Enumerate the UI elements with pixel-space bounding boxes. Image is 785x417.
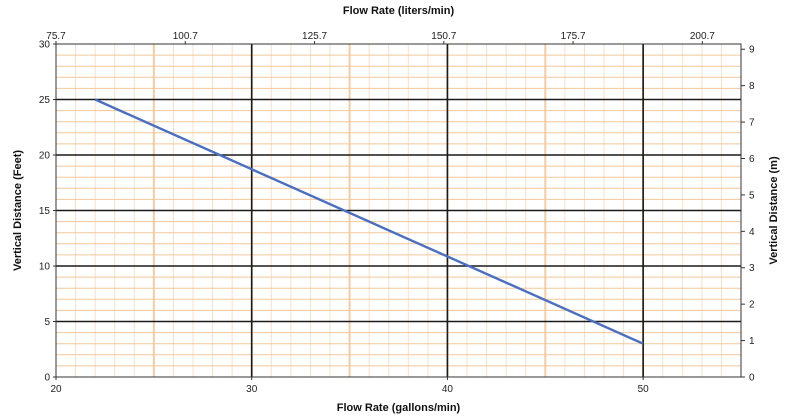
y-tick-label-left: 10 bbox=[39, 262, 51, 273]
x-tick-label-top: 175.7 bbox=[561, 31, 586, 42]
y-tick-label-left: 0 bbox=[44, 373, 50, 384]
y-tick-label-right: 0 bbox=[749, 373, 755, 384]
x-tick-label-top: 200.7 bbox=[690, 31, 715, 42]
x-tick-label-top: 100.7 bbox=[173, 31, 198, 42]
y-tick-label-right: 3 bbox=[749, 263, 755, 274]
y-tick-label-right: 6 bbox=[749, 154, 755, 165]
y-axis-title-right: Vertical Distance (m) bbox=[768, 156, 780, 265]
x-tick-label-bottom: 40 bbox=[442, 384, 454, 395]
y-tick-label-left: 20 bbox=[39, 151, 51, 162]
y-tick-label-left: 30 bbox=[39, 40, 51, 51]
y-axis-title-left: Vertical Distance (Feet) bbox=[12, 150, 24, 271]
y-tick-label-right: 2 bbox=[749, 300, 755, 311]
x-tick-label-top: 150.7 bbox=[431, 31, 456, 42]
x-tick-label-bottom: 50 bbox=[638, 384, 650, 395]
x-tick-label-bottom: 30 bbox=[246, 384, 258, 395]
x-axis-title-bottom: Flow Rate (gallons/min) bbox=[337, 402, 461, 414]
x-tick-label-bottom: 20 bbox=[50, 384, 62, 395]
x-tick-label-top: 75.7 bbox=[46, 31, 66, 42]
x-axis-title-top: Flow Rate (liters/min) bbox=[343, 5, 455, 17]
x-tick-label-top: 125.7 bbox=[302, 31, 327, 42]
y-tick-label-right: 1 bbox=[749, 336, 755, 347]
y-tick-label-right: 9 bbox=[749, 45, 755, 56]
series-layer bbox=[94, 98, 644, 345]
y-tick-label-left: 5 bbox=[44, 317, 50, 328]
y-tick-label-left: 15 bbox=[39, 206, 51, 217]
y-tick-label-right: 5 bbox=[749, 190, 755, 201]
series-line bbox=[94, 98, 644, 345]
y-tick-label-right: 4 bbox=[749, 227, 755, 238]
y-tick-label-right: 7 bbox=[749, 118, 755, 129]
y-tick-label-right: 8 bbox=[749, 81, 755, 92]
y-tick-label-left: 25 bbox=[39, 95, 51, 106]
major-grid bbox=[56, 44, 741, 377]
